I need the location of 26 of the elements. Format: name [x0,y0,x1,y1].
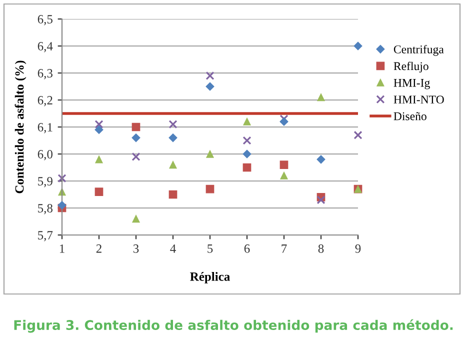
x-tick-label: 3 [133,244,139,253]
y-tick-label: 6,1 [38,123,52,134]
legend-label: Diseño [394,112,426,120]
y-tick-label: 6,0 [38,150,52,160]
legend-label: HMI-Ig [394,78,430,90]
y-tick-label: 6,5 [38,15,52,26]
y-tick-label: 5,9 [38,177,52,188]
legend-label: HMI-NTO [394,96,444,104]
y-tick-label: 5,8 [38,204,52,214]
x-tick-label: 1 [60,244,64,253]
y-tick-label: 6,2 [38,96,52,106]
legend-label: Reflujo [394,62,428,73]
x-tick-label: 4 [170,244,176,253]
y-tick-label: 6,4 [38,42,53,52]
x-axis-title: Réplica [190,272,230,284]
x-tick-label: 6 [244,244,250,253]
x-tick-label: 9 [355,244,361,253]
y-tick-label: 5,7 [38,231,53,242]
x-tick-label: 2 [96,244,102,253]
x-tick-label: 8 [318,244,324,253]
x-tick-label: 5 [208,244,213,253]
legend-label: Centrifuga [394,44,444,56]
x-tick-label: 7 [282,244,287,253]
y-tick-label: 6,3 [38,69,52,80]
y-axis-title: Contenido de asfalto (%) [14,60,26,194]
text: Figura 3. Contenido de asfalto obtenido para cada método. [14,319,453,333]
